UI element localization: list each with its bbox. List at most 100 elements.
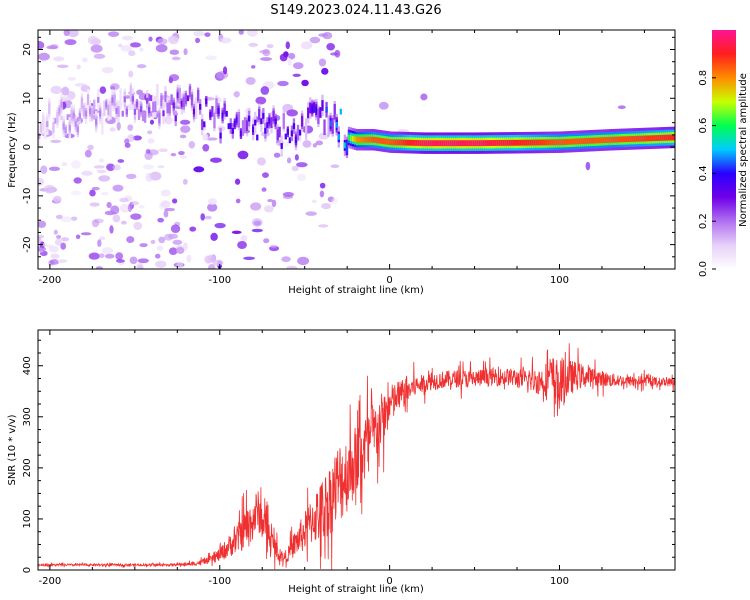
heatmap-noise-blob: [286, 265, 298, 269]
heatmap-noise-blob: [207, 264, 216, 269]
heatmap-noise-blob: [61, 162, 68, 167]
heatmap-ridge-cell: [225, 110, 228, 117]
heatmap-ridge-cell: [400, 139, 404, 146]
heatmap-ridge-cell: [584, 138, 587, 144]
heatmap-noise-blob: [124, 138, 130, 145]
heatmap-ridge-cell: [368, 136, 371, 143]
heatmap-noise-blob: [294, 154, 299, 161]
heatmap-ridge-cell: [647, 135, 650, 142]
snr-y-ticks: 0 100 200 300 400: [22, 339, 675, 573]
heatmap-ridge-cell: [470, 140, 473, 147]
heatmap-noise-blob: [75, 234, 81, 240]
heatmap-ridge-cell: [490, 140, 493, 146]
heatmap-ridge-cell: [97, 96, 100, 103]
heatmap-ridge-cell: [651, 135, 654, 142]
heatmap-noise-blob: [50, 139, 62, 143]
heatmap-noise-blob: [80, 232, 92, 236]
heatmap-noise-blob: [115, 252, 124, 261]
heatmap-noise-blob: [106, 163, 115, 172]
heatmap-noise-blob: [43, 184, 56, 194]
spectrogram-y-tick-label: -20: [22, 236, 33, 252]
heatmap-ridge-cell: [86, 94, 90, 106]
heatmap-ridge-cell: [461, 140, 465, 147]
heatmap-noise-blob: [277, 80, 289, 87]
heatmap-ridge-cell: [105, 101, 108, 108]
heatmap-ridge-cell: [468, 140, 471, 147]
heatmap-ridge-cell: [506, 139, 510, 146]
heatmap-ridge-cell: [531, 139, 534, 146]
heatmap-ridge-cell: [239, 130, 243, 137]
heatmap-ridge-cell: [629, 136, 632, 142]
heatmap-ridge-cell: [262, 112, 265, 119]
heatmap-ridge-cell: [443, 140, 446, 147]
heatmap-noise-blob: [180, 125, 191, 134]
heatmap-noise-blob: [292, 73, 301, 78]
heatmap-ridge-cell: [398, 139, 402, 146]
heatmap-noise-blob: [142, 164, 155, 170]
heatmap-ridge-cell: [394, 139, 398, 146]
heatmap-ridge-cell: [635, 135, 638, 142]
heatmap-ridge-cell: [382, 138, 385, 145]
heatmap-noise-blob: [168, 247, 178, 256]
heatmap-ridge-cell: [111, 97, 114, 104]
heatmap-ridge-cell: [139, 106, 143, 113]
heatmap-ridge-cell: [321, 100, 324, 111]
heatmap-noise-blob: [251, 65, 256, 69]
heatmap-ridge-cell: [614, 136, 618, 143]
heatmap-noise-blob: [261, 187, 267, 192]
heatmap-ridge-cell: [384, 138, 387, 145]
heatmap-noise-blob: [235, 198, 241, 204]
heatmap-ridge-cell: [54, 117, 57, 124]
heatmap-ridge-cell: [535, 139, 538, 146]
heatmap-ridge-cell: [627, 136, 630, 143]
heatmap-ridge-cell: [38, 133, 41, 140]
heatmap-ridge-cell: [631, 136, 634, 142]
heatmap-ridge-cell: [170, 94, 173, 106]
heatmap-noise-blob: [49, 259, 60, 265]
heatmap-ridge-cell: [221, 112, 224, 119]
heatmap-noise-blob: [126, 236, 135, 243]
heatmap-noise-blob: [73, 177, 82, 184]
heatmap-noise-blob: [288, 52, 296, 60]
heatmap-noise-blob: [98, 158, 105, 163]
heatmap-noise-blob: [183, 242, 188, 251]
heatmap-ridge-cell: [166, 102, 169, 114]
colorbar-tick-label: 0.2: [698, 213, 709, 229]
snr-y-tick-label: 200: [22, 458, 33, 477]
heatmap-ridge-cell: [519, 139, 522, 146]
heatmap-noise-blob: [38, 40, 45, 50]
heatmap-noise-blob: [70, 160, 81, 169]
heatmap-noise-blob: [91, 219, 100, 228]
colorbar-tick-label: 0.8: [698, 70, 709, 86]
colorbar-label: Normalized spectral amplitude: [738, 73, 749, 227]
heatmap-noise-blob: [160, 200, 171, 208]
heatmap-ridge-cell: [669, 134, 673, 141]
heatmap-noise-blob: [262, 48, 271, 57]
heatmap-noise-blob: [129, 256, 138, 265]
heatmap-ridge-cell: [561, 139, 565, 145]
heatmap-ridge-cell: [290, 130, 294, 137]
heatmap-noise-blob: [93, 165, 106, 169]
heatmap-noise-blob: [116, 121, 121, 131]
heatmap-noise-blob: [93, 53, 106, 59]
heatmap-noise-blob: [212, 259, 224, 266]
heatmap-ridge-cell: [294, 136, 298, 143]
heatmap-noise-blob: [98, 253, 105, 259]
heatmap-ridge-cell: [370, 136, 373, 143]
heatmap-ridge-cell: [553, 139, 557, 146]
heatmap-noise-blob: [48, 166, 61, 172]
heatmap-ridge-cell: [76, 126, 80, 133]
heatmap-noise-blob: [269, 244, 278, 248]
heatmap-noise-blob: [136, 89, 144, 96]
heatmap-noise-blob: [262, 172, 269, 178]
heatmap-noise-blob: [157, 217, 164, 223]
heatmap-ridge-cell: [496, 140, 499, 146]
heatmap-noise-blob: [71, 216, 78, 221]
heatmap-noise-blob: [117, 43, 123, 48]
heatmap-ridge-cell: [48, 103, 51, 114]
heatmap-ridge-cell: [555, 139, 559, 146]
heatmap-ridge-cell: [288, 137, 292, 144]
heatmap-ridge-cell: [231, 128, 234, 134]
heatmap-ridge-cell: [602, 137, 605, 144]
